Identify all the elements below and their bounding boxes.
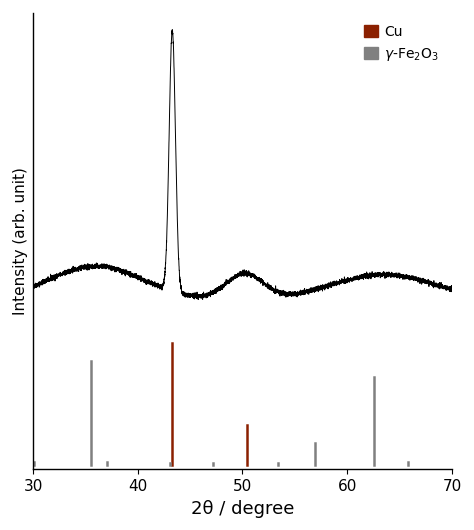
X-axis label: 2θ / degree: 2θ / degree (191, 499, 294, 517)
Legend: Cu, $\gamma$-Fe$_2$O$_3$: Cu, $\gamma$-Fe$_2$O$_3$ (358, 20, 445, 68)
Y-axis label: Intensity (arb. unit): Intensity (arb. unit) (12, 167, 27, 315)
